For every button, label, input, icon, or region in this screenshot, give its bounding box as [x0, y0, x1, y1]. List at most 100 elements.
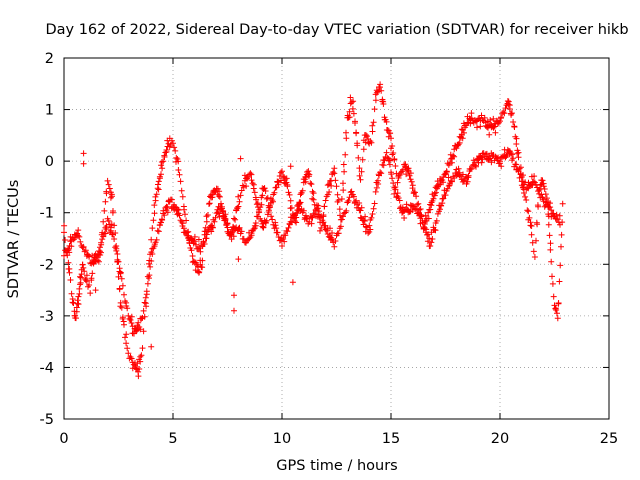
data-point: [155, 181, 161, 188]
data-point: [108, 191, 115, 198]
data-point: [387, 157, 393, 164]
data-point: [324, 182, 331, 189]
data-point: [178, 218, 185, 225]
data-point: [546, 232, 553, 239]
data-point: [82, 247, 89, 254]
data-point: [149, 251, 156, 257]
data-point: [362, 223, 369, 230]
data-point: [303, 215, 310, 222]
data-point: [161, 154, 168, 160]
data-point: [235, 203, 242, 210]
data-point: [362, 132, 369, 138]
data-point: [76, 290, 83, 297]
data-point: [548, 258, 555, 265]
data-point: [111, 236, 118, 242]
data-point: [455, 165, 462, 172]
data-point: [524, 207, 531, 214]
data-point: [75, 227, 82, 234]
data-point: [273, 225, 280, 232]
data-point: [128, 320, 135, 326]
data-point: [93, 254, 100, 261]
data-point: [101, 207, 108, 214]
data-point: [383, 149, 390, 156]
data-point: [252, 222, 259, 229]
data-point: [513, 161, 520, 168]
data-point: [83, 278, 90, 285]
data-point: [503, 152, 510, 159]
data-point: [356, 200, 363, 206]
data-point: [354, 140, 361, 147]
data-point: [179, 193, 186, 200]
data-point: [117, 270, 124, 277]
data-point: [473, 163, 479, 170]
data-point: [315, 202, 322, 209]
data-point: [427, 243, 434, 249]
data-point: [250, 226, 257, 232]
data-point: [77, 279, 84, 286]
data-point: [103, 188, 110, 195]
data-point: [539, 177, 546, 184]
data-point: [456, 139, 463, 146]
data-point: [424, 238, 431, 245]
data-point: [135, 373, 142, 380]
x-tick-label: 5: [168, 431, 177, 447]
data-point: [151, 202, 158, 209]
data-point: [432, 189, 439, 196]
data-point: [288, 204, 295, 211]
data-point: [440, 179, 447, 186]
data-point: [307, 180, 314, 187]
data-point: [65, 245, 72, 252]
data-point: [357, 176, 364, 183]
data-point: [548, 207, 555, 214]
data-point: [65, 259, 72, 266]
data-point: [350, 110, 357, 117]
data-point: [138, 315, 145, 322]
data-point: [509, 110, 515, 117]
data-point: [197, 248, 204, 255]
data-point: [389, 175, 396, 182]
data-point: [372, 188, 379, 195]
data-point: [402, 161, 409, 168]
data-point: [533, 237, 539, 244]
data-point: [310, 190, 317, 197]
data-point: [77, 238, 84, 245]
data-point: [82, 277, 89, 284]
data-point: [280, 173, 287, 180]
data-point: [143, 291, 150, 298]
data-point: [359, 156, 366, 163]
data-point: [149, 225, 156, 232]
data-point: [533, 181, 539, 188]
data-point: [408, 178, 415, 185]
x-tick-label: 10: [273, 431, 291, 447]
data-point: [177, 178, 184, 185]
data-point: [413, 193, 420, 200]
data-point: [176, 171, 183, 178]
data-point: [340, 180, 346, 187]
data-point: [505, 101, 512, 108]
data-point: [102, 198, 109, 205]
data-point: [472, 162, 478, 169]
data-point: [284, 181, 291, 188]
data-point: [161, 212, 168, 219]
data-point: [73, 304, 80, 311]
data-point: [188, 247, 195, 254]
data-point: [279, 243, 285, 249]
data-point: [259, 192, 266, 199]
data-point: [122, 334, 128, 341]
data-point: [390, 150, 397, 156]
data-point: [125, 312, 132, 319]
data-point: [66, 265, 73, 272]
data-point: [83, 272, 90, 279]
data-point: [235, 256, 242, 263]
data-point: [478, 112, 485, 119]
data-point: [119, 315, 126, 322]
data-point: [552, 305, 559, 312]
data-point: [350, 98, 357, 105]
data-point: [403, 201, 410, 208]
data-point: [308, 181, 315, 188]
data-point: [513, 135, 520, 142]
data-point: [350, 193, 357, 200]
data-point: [421, 225, 428, 231]
data-point: [92, 287, 99, 294]
data-point: [66, 249, 73, 256]
